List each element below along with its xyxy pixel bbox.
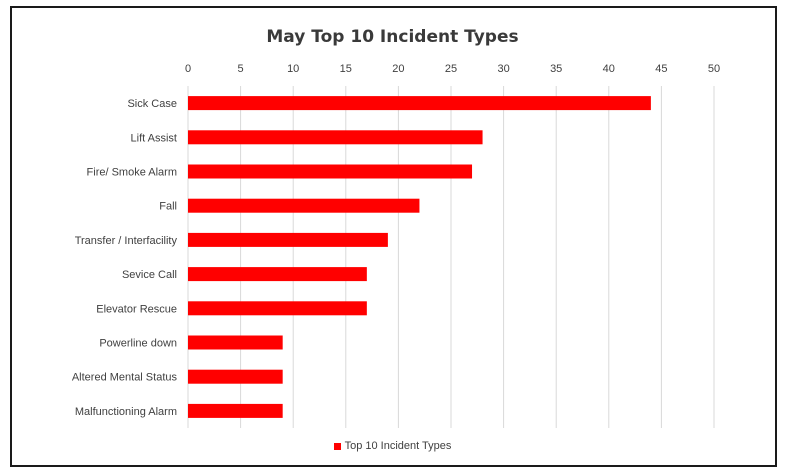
bar xyxy=(188,198,420,213)
x-tick-label: 35 xyxy=(550,63,562,75)
category-label: Lift Assist xyxy=(131,132,177,144)
category-label: Altered Mental Status xyxy=(72,372,178,384)
x-tick-label: 50 xyxy=(708,63,720,75)
bar xyxy=(188,301,367,316)
category-label: Fall xyxy=(159,201,177,213)
category-label: Sick Case xyxy=(127,98,177,110)
x-tick-label: 40 xyxy=(603,63,615,75)
category-label: Malfunctioning Alarm xyxy=(75,406,177,418)
chart-legend: Top 10 Incident Types xyxy=(0,440,785,452)
category-label: Transfer / Interfacility xyxy=(75,235,178,247)
category-label: Elevator Rescue xyxy=(96,303,177,315)
legend-label: Top 10 Incident Types xyxy=(344,440,452,453)
x-tick-label: 0 xyxy=(185,63,191,75)
bar xyxy=(188,96,651,111)
legend-swatch xyxy=(333,442,341,450)
category-label: Sevice Call xyxy=(122,269,177,281)
bar xyxy=(188,164,473,179)
chart-title: May Top 10 Incident Types xyxy=(266,27,519,47)
category-label: Powerline down xyxy=(99,338,177,350)
x-tick-label: 30 xyxy=(497,63,509,75)
x-tick-label: 10 xyxy=(287,63,299,75)
bar xyxy=(188,335,283,350)
bar xyxy=(188,369,283,384)
bar xyxy=(188,232,388,247)
x-tick-label: 5 xyxy=(238,63,244,75)
x-tick-label: 25 xyxy=(445,63,457,75)
x-tick-label: 45 xyxy=(655,63,667,75)
category-label: Fire/ Smoke Alarm xyxy=(87,167,177,179)
bar xyxy=(188,130,483,145)
x-tick-label: 20 xyxy=(392,63,404,75)
bar xyxy=(188,267,367,282)
x-tick-label: 15 xyxy=(340,63,352,75)
chart-frame xyxy=(10,6,777,467)
bar xyxy=(188,403,283,418)
